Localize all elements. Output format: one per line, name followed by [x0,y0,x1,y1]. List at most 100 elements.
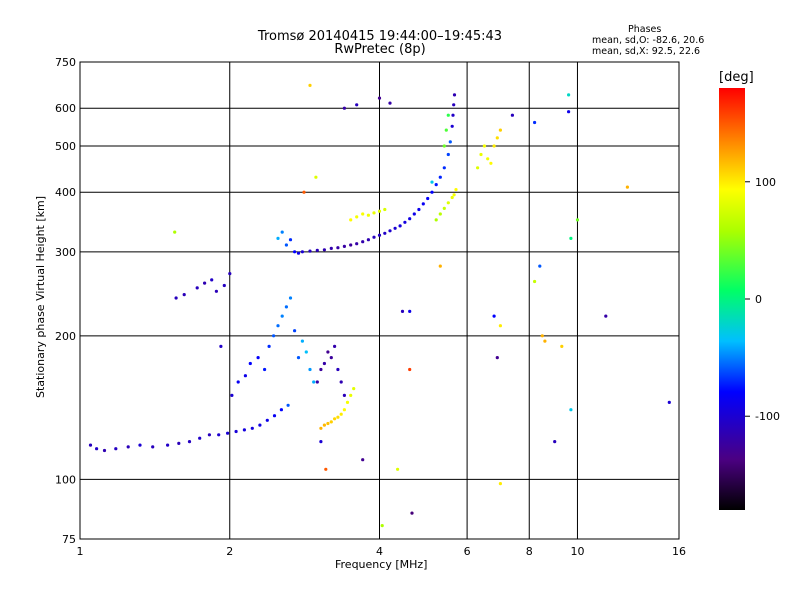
data-point [412,212,416,216]
colorbar-label: [deg] [719,70,754,85]
data-point [349,393,353,397]
data-point [314,175,318,179]
data-point [296,356,301,360]
data-point [345,400,350,404]
data-point [151,445,155,449]
data-point [498,128,502,132]
data-point [426,196,430,201]
data-point [217,433,221,437]
y-tick-label: 75 [62,533,76,546]
data-point [173,230,177,234]
data-point [408,217,412,221]
legend-title: Phases [628,24,662,35]
data-point [446,113,450,117]
data-point [322,361,326,366]
data-point [279,408,283,412]
colorbar-tick-label: 0 [755,293,762,306]
data-point [230,393,234,397]
data-point [336,367,340,372]
y-tick-label: 400 [55,186,76,199]
data-point [203,281,207,285]
data-point [451,113,455,117]
data-point [377,96,382,100]
y-tick-label: 750 [55,56,76,69]
data-point [342,393,346,397]
x-tick-labels: 1 2 4 6 8 10 16 [77,545,687,558]
data-point [372,211,376,215]
data-point [398,224,402,228]
data-point [324,467,328,471]
data-point [166,443,170,447]
data-point [326,421,330,426]
data-point [222,283,226,288]
data-point [272,334,276,338]
data-point [396,467,400,471]
data-point [308,83,312,87]
data-point [329,420,333,424]
plot-frame [79,61,680,540]
data-point [377,233,382,237]
legend-x-stats: mean, sd,X: 92.5, 22.6 [592,46,701,57]
data-point [446,201,450,205]
colorbar-tick-labels: 100 0 -100 [745,176,780,423]
data-point [434,218,438,222]
data-point [333,417,337,421]
data-point [355,242,359,246]
data-point [366,238,370,242]
y-tick-label: 100 [55,473,76,486]
data-point [182,293,186,297]
data-point [258,423,262,427]
data-point [272,414,277,418]
data-point [276,324,280,328]
data-point [195,286,199,290]
chart-subtitle: RwPretec (8p) [334,42,426,57]
data-point [226,431,230,435]
data-point [452,193,456,197]
data-point [214,289,218,293]
data-point [489,161,493,165]
data-point [177,441,181,445]
data-point [434,183,438,187]
data-point [174,296,178,300]
data-point [102,448,107,453]
x-axis-label: Frequency [MHz] [335,558,428,571]
data-point [442,144,446,148]
data-point [88,443,93,447]
data-point [263,367,267,372]
data-point [476,166,480,170]
data-point [322,423,326,427]
data-point [667,400,671,404]
data-point [300,250,304,254]
y-tick-label: 300 [55,246,76,259]
data-point [388,229,392,233]
data-point [315,248,319,252]
data-point [210,278,214,282]
data-point [543,339,547,343]
y-tick-label: 600 [55,102,76,115]
data-point [293,250,297,254]
data-point [300,339,304,343]
data-point [388,101,392,105]
data-point [393,226,397,230]
data-point [319,426,323,430]
data-point [339,412,343,416]
data-point [342,408,346,412]
data-point [296,251,301,255]
data-point [355,103,359,107]
scatter-points [88,83,671,528]
data-point [567,110,571,114]
data-point [336,415,340,419]
data-point [288,238,293,242]
y-tick-labels: 75 100 200 300 400 500 600 750 [55,56,76,546]
data-point [366,213,370,217]
x-tick-label: 6 [464,545,471,558]
y-tick-label: 200 [55,330,76,343]
data-point [326,350,330,354]
data-point [498,482,502,486]
data-point [339,380,343,384]
y-axis-label: Stationary phase Virtual Height [km] [34,195,47,398]
data-point [265,418,269,422]
data-point [228,272,232,276]
data-point [219,344,223,348]
data-point [361,458,365,462]
